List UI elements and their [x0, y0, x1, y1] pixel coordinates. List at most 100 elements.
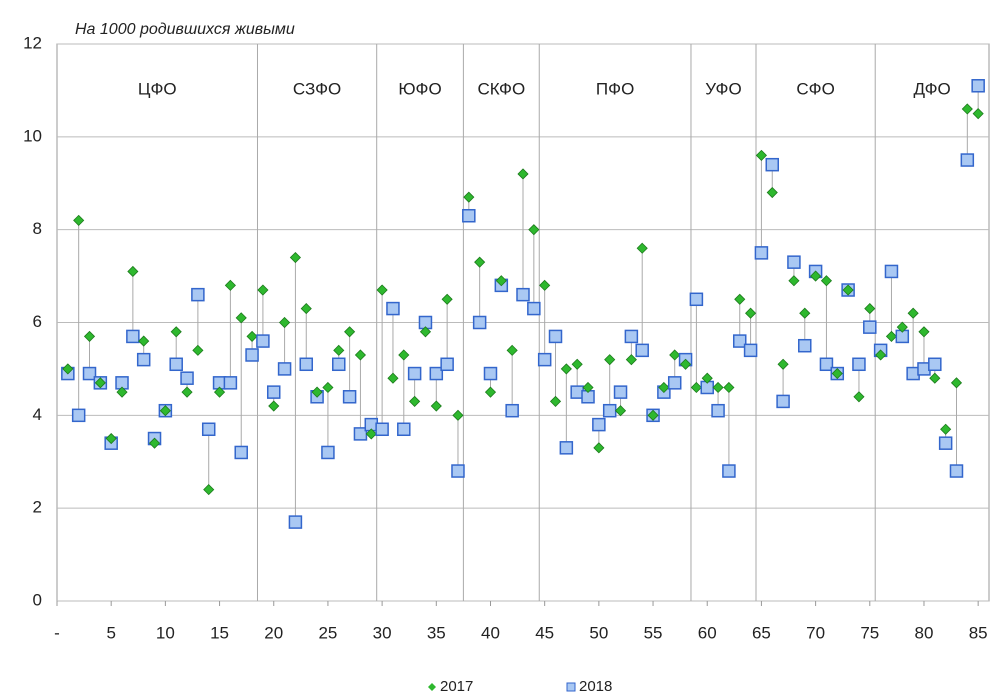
- point-2018: [711, 403, 725, 418]
- point-2017: [474, 256, 486, 268]
- x-tick-label: 10: [156, 623, 175, 642]
- point-2018: [180, 371, 194, 385]
- x-tick-label: 85: [969, 623, 988, 642]
- point-2017: [679, 358, 692, 370]
- point-2018: [635, 343, 649, 358]
- legend-label: 2018: [579, 678, 612, 695]
- point-2018: [234, 445, 248, 460]
- point-2018: [505, 403, 519, 418]
- x-tick-label: -: [54, 623, 60, 642]
- district-label: ЮФО: [398, 79, 441, 98]
- point-2017: [907, 307, 919, 319]
- point-2018: [136, 352, 151, 367]
- point-2018: [245, 348, 259, 362]
- x-tick-label: 5: [106, 623, 115, 642]
- point-2018: [397, 422, 411, 437]
- point-2017: [961, 103, 973, 115]
- y-tick-label: 8: [33, 219, 42, 238]
- point-2018: [863, 320, 877, 334]
- point-2017: [647, 409, 659, 421]
- point-2018: [126, 329, 140, 344]
- point-2018: [299, 357, 314, 372]
- point-2017: [604, 354, 616, 366]
- point-2017: [614, 405, 627, 417]
- point-2018: [429, 366, 444, 381]
- point-2017: [224, 279, 236, 291]
- point-2017: [159, 405, 171, 417]
- point-2017: [636, 242, 648, 254]
- point-2018: [386, 301, 400, 316]
- y-tick-label: 4: [33, 405, 42, 424]
- point-2017: [484, 386, 497, 398]
- point-2018: [548, 329, 563, 344]
- point-2017: [842, 284, 854, 296]
- point-2018: [624, 329, 639, 344]
- point-2018: [483, 366, 498, 381]
- point-2017: [333, 344, 345, 356]
- point-2018: [884, 264, 899, 279]
- x-tick-label: 70: [806, 623, 825, 642]
- district-label: ПФО: [596, 79, 634, 98]
- point-2018: [516, 287, 530, 302]
- point-2017: [625, 354, 637, 366]
- point-2017: [539, 279, 551, 291]
- point-2017: [777, 358, 789, 370]
- point-2018: [527, 301, 541, 316]
- point-2017: [972, 108, 984, 120]
- point-2017: [257, 284, 269, 296]
- point-2018: [722, 464, 736, 478]
- point-2017: [918, 326, 930, 338]
- district-label: ДФО: [913, 79, 950, 98]
- point-2017: [203, 484, 215, 496]
- point-2017: [831, 367, 843, 380]
- point-2017: [116, 386, 128, 398]
- point-2018: [667, 376, 682, 390]
- point-2018: [592, 417, 606, 432]
- point-2018: [787, 255, 801, 269]
- point-2017: [517, 168, 529, 180]
- district-label: СФО: [796, 79, 834, 98]
- point-2017: [701, 372, 713, 384]
- point-2018: [960, 153, 975, 167]
- point-2018: [743, 343, 758, 358]
- x-tick-label: 15: [210, 623, 229, 642]
- point-2018: [169, 357, 183, 372]
- point-2017: [73, 214, 85, 226]
- point-2018: [277, 362, 292, 376]
- point-2017: [820, 275, 833, 287]
- point-2017: [419, 326, 432, 338]
- point-2017: [62, 363, 74, 375]
- point-2017: [810, 270, 822, 282]
- point-2018: [407, 366, 422, 381]
- point-2017: [268, 400, 280, 412]
- point-2018: [949, 464, 964, 478]
- point-2017: [127, 265, 139, 278]
- point-2017: [300, 303, 312, 315]
- point-2017: [723, 381, 735, 394]
- point-2018: [537, 352, 552, 367]
- x-tick-label: 60: [698, 623, 717, 642]
- point-2018: [798, 338, 812, 353]
- point-2018: [613, 385, 628, 399]
- point-2017: [463, 191, 475, 203]
- point-2018: [776, 394, 790, 409]
- x-tick-label: 45: [535, 623, 554, 642]
- point-2017: [376, 284, 388, 296]
- point-2017: [950, 377, 963, 389]
- point-2017: [344, 326, 356, 338]
- point-2018: [71, 408, 86, 423]
- point-2017: [289, 251, 301, 264]
- x-tick-label: 30: [373, 623, 392, 642]
- point-2018: [321, 445, 335, 460]
- point-2017: [745, 307, 757, 319]
- point-2017: [734, 293, 746, 305]
- point-2017: [712, 381, 724, 394]
- point-2018: [191, 287, 205, 302]
- point-2017: [279, 316, 291, 329]
- point-2018: [223, 376, 238, 390]
- y-tick-label: 12: [23, 33, 42, 52]
- point-2018: [82, 366, 97, 381]
- point-2017: [875, 349, 887, 361]
- point-2017: [495, 275, 507, 287]
